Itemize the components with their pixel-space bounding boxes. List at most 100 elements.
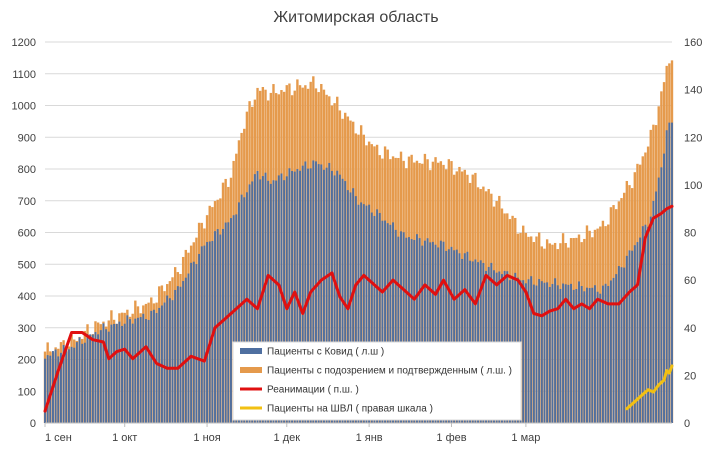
bar-covid <box>277 175 280 423</box>
bar-covid <box>370 212 373 423</box>
bar-covid <box>261 176 264 423</box>
bar-covid <box>126 315 129 423</box>
bar-covid <box>543 282 546 423</box>
bar-covid <box>320 164 323 424</box>
bar-covid <box>405 237 408 423</box>
bar-covid <box>267 180 270 423</box>
bar-covid <box>107 331 110 423</box>
y-left-tick-label: 400 <box>18 291 36 303</box>
y-left-tick-label: 700 <box>18 196 36 208</box>
bar-covid <box>538 279 541 423</box>
series-ventilator-line <box>625 364 674 411</box>
bar-covid <box>315 161 317 423</box>
bar-covid <box>527 279 530 423</box>
x-tick-label: 1 дек <box>274 432 301 444</box>
bar-covid <box>392 222 394 423</box>
bar-covid <box>522 280 525 423</box>
bar-covid <box>49 355 52 423</box>
bar-covid <box>288 168 291 423</box>
bar-covid <box>617 266 620 423</box>
bar-covid <box>657 177 660 423</box>
legend-label: Пациенты с подозрением и подтвержденным … <box>267 366 512 377</box>
bar-covid <box>623 267 626 423</box>
bar-covid <box>633 245 636 423</box>
bar-covid <box>524 283 527 423</box>
bar-covid <box>530 276 533 423</box>
axes: 0100200300400500600700800900100011001200… <box>12 37 703 444</box>
bar-covid <box>474 259 477 423</box>
bar-covid <box>301 165 304 424</box>
bar-covid <box>429 242 432 423</box>
bar-covid <box>325 167 328 423</box>
bar-covid <box>450 246 453 423</box>
bar-covid <box>187 273 190 423</box>
bar-covid <box>147 319 150 423</box>
bar-covid <box>150 310 153 423</box>
bar-covid <box>312 160 315 423</box>
bar-covid <box>91 334 94 423</box>
legend: Пациенты с Ковид ( л.ш ) Пациенты с подоз… <box>232 341 522 421</box>
bar-covid <box>227 222 230 423</box>
bar-covid <box>256 171 259 423</box>
bar-covid <box>631 250 634 423</box>
bar-covid <box>184 277 187 423</box>
bar-covid <box>357 204 360 423</box>
bar-covid <box>166 295 169 423</box>
bar-covid <box>203 245 206 423</box>
bar-covid <box>336 170 339 423</box>
bar-covid <box>665 130 668 423</box>
y-right-tick-label: 20 <box>684 370 696 382</box>
bar-covid <box>54 349 57 423</box>
bar-covid <box>551 283 554 423</box>
bar-covid <box>394 229 397 423</box>
bar-covid <box>171 300 174 423</box>
bar-covid <box>384 220 387 423</box>
bar-covid <box>59 352 62 423</box>
bar-covid <box>328 162 331 423</box>
bar-covid <box>649 216 652 423</box>
x-tick-label: 1 мар <box>511 432 540 444</box>
bar-covid <box>386 223 389 423</box>
bar-covid <box>118 321 121 423</box>
bar-covid <box>652 200 655 423</box>
bar-covid <box>139 317 142 423</box>
bar-covid <box>625 255 628 423</box>
y-left-tick-label: 100 <box>18 386 36 398</box>
bar-covid <box>578 281 580 423</box>
bar-covid <box>208 241 211 423</box>
bar-covid <box>400 231 402 423</box>
y-left-tick-label: 600 <box>18 228 36 240</box>
bar-covid <box>628 250 631 423</box>
bar-covid <box>466 251 469 423</box>
bar-covid <box>285 176 288 423</box>
bar-covid <box>62 345 65 423</box>
bar-covid <box>365 205 368 423</box>
series-lines <box>43 204 674 413</box>
bar-covid <box>192 261 195 423</box>
y-right-tick-label: 80 <box>684 228 696 240</box>
bar-covid <box>360 202 363 423</box>
bar-covid <box>540 281 543 423</box>
bar-covid <box>243 197 246 423</box>
bar-covid <box>222 228 224 423</box>
bar-covid <box>463 253 466 423</box>
bar-covid <box>195 264 198 423</box>
bar-covid <box>461 258 464 423</box>
bar-covid <box>532 284 535 423</box>
bar-covid <box>253 174 256 423</box>
bar-covid <box>609 280 612 423</box>
bar-covid <box>75 342 78 423</box>
y-left-tick-label: 800 <box>18 164 36 176</box>
legend-label: Пациенты с Ковид ( л.ш ) <box>267 347 384 358</box>
bar-covid <box>559 288 562 423</box>
bar-covid <box>113 323 116 423</box>
bar-covid <box>570 283 572 423</box>
bar-covid <box>121 325 123 423</box>
bar-covid <box>155 312 158 423</box>
bar-covid <box>376 209 379 423</box>
bar-covid <box>572 289 575 423</box>
y-left-tick-label: 300 <box>18 323 36 335</box>
bar-covid <box>272 180 275 423</box>
y-right-tick-label: 100 <box>684 180 702 192</box>
bar-covid <box>381 220 384 423</box>
